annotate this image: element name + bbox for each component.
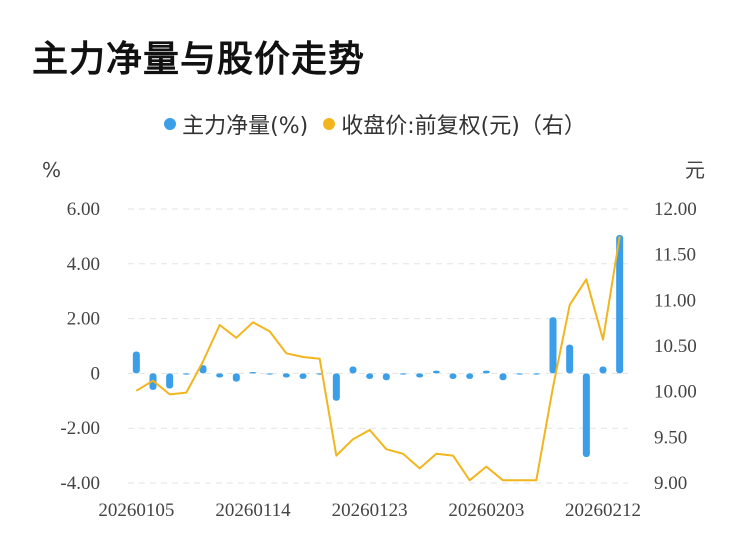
x-tick-label: 20260203 (448, 500, 524, 521)
right-axis-unit: 元 (685, 158, 705, 182)
right-tick-label: 10.00 (654, 382, 697, 403)
left-axis: 6.00 4.00 2.00 0 -2.00 -4.00 (60, 199, 100, 494)
bar[interactable] (332, 373, 340, 401)
bar[interactable] (182, 373, 190, 375)
right-tick-label: 11.00 (654, 290, 696, 311)
bar[interactable] (366, 373, 374, 379)
legend-item-close-price[interactable]: 收盘价:前复权(元)（右） (323, 108, 586, 140)
bar[interactable] (616, 235, 624, 374)
bar[interactable] (249, 372, 257, 374)
right-tick-label: 9.50 (654, 427, 687, 448)
left-tick-label: 4.00 (67, 254, 100, 275)
bar[interactable] (466, 373, 474, 379)
right-tick-label: 10.50 (654, 336, 697, 357)
bar[interactable] (516, 373, 524, 375)
bar[interactable] (599, 366, 607, 374)
left-axis-unit: % (42, 158, 61, 182)
left-tick-label: -4.00 (60, 473, 100, 494)
chart-title: 主力净量与股价走势 (32, 39, 366, 80)
bar[interactable] (349, 366, 357, 374)
bar-series (132, 235, 624, 457)
bar[interactable] (432, 370, 440, 374)
bar[interactable] (282, 373, 290, 378)
bar[interactable] (399, 373, 407, 375)
chart-legend: 主力净量(%) 收盘价:前复权(元)（右） (0, 108, 750, 140)
left-tick-label: 6.00 (67, 199, 100, 220)
bar[interactable] (449, 373, 457, 379)
right-tick-label: 12.00 (654, 199, 697, 220)
left-tick-label: 2.00 (67, 309, 100, 330)
bar[interactable] (566, 344, 574, 374)
legend-dot-net-volume (164, 118, 177, 130)
bar[interactable] (199, 365, 207, 374)
bar[interactable] (166, 373, 174, 389)
bar[interactable] (299, 373, 307, 379)
x-tick-label: 20260105 (98, 500, 174, 521)
right-tick-label: 11.50 (654, 245, 696, 266)
left-tick-label: 0 (91, 363, 101, 384)
bar[interactable] (266, 373, 274, 375)
bar[interactable] (499, 373, 507, 381)
legend-item-net-volume[interactable]: 主力净量(%) (164, 108, 308, 140)
bar[interactable] (416, 373, 424, 378)
price-line[interactable] (135, 236, 621, 482)
bar[interactable] (549, 317, 557, 374)
bar[interactable] (532, 373, 540, 375)
bar[interactable] (216, 373, 224, 378)
legend-label-close-price: 收盘价:前复权(元)（右） (341, 114, 586, 139)
bar[interactable] (232, 373, 240, 382)
bar[interactable] (132, 351, 140, 374)
line-series (135, 236, 621, 482)
bar[interactable] (582, 373, 590, 457)
right-axis: 12.00 11.50 11.00 10.50 10.00 9.50 9.00 (654, 199, 697, 494)
x-tick-label: 20260212 (565, 500, 641, 521)
legend-label-net-volume: 主力净量(%) (182, 114, 309, 139)
bar[interactable] (382, 373, 390, 381)
x-tick-label: 20260114 (215, 500, 291, 521)
right-tick-label: 9.00 (654, 473, 687, 494)
x-tick-label: 20260123 (332, 500, 408, 521)
left-tick-label: -2.00 (60, 418, 100, 439)
legend-dot-close-price (323, 118, 336, 130)
bar[interactable] (482, 370, 490, 374)
x-axis: 20260105 20260114 20260123 20260203 20260212 (98, 500, 641, 521)
